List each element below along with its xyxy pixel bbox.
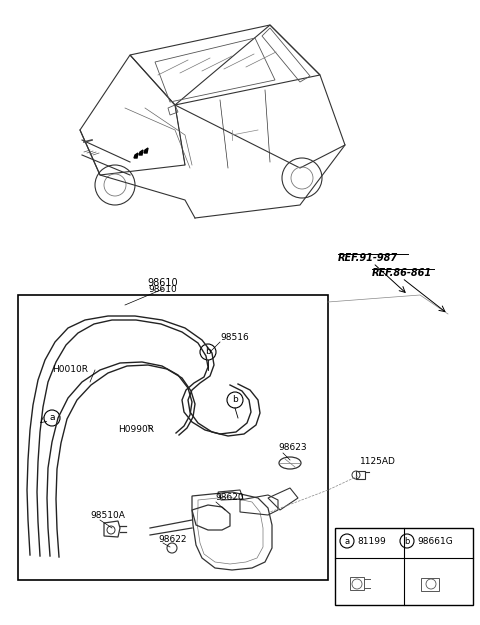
Text: 98620: 98620 <box>215 494 244 502</box>
Bar <box>335 528 473 605</box>
Text: 98516: 98516 <box>220 334 249 342</box>
Text: REF.86-861: REF.86-861 <box>372 268 432 278</box>
Text: 98661G: 98661G <box>417 536 453 546</box>
Text: 98510A: 98510A <box>90 511 125 521</box>
Text: 1125AD: 1125AD <box>360 458 396 466</box>
Polygon shape <box>134 153 138 158</box>
Text: b: b <box>404 536 410 546</box>
Text: 98610: 98610 <box>148 278 178 288</box>
Text: H0990R: H0990R <box>118 426 154 434</box>
Text: 81199: 81199 <box>357 536 386 546</box>
Text: 98622: 98622 <box>158 536 187 544</box>
Text: 98610: 98610 <box>149 286 178 294</box>
Text: H0010R: H0010R <box>52 366 88 374</box>
Polygon shape <box>144 148 148 153</box>
Text: a: a <box>49 414 55 422</box>
Bar <box>18 295 328 580</box>
Text: REF.91-987: REF.91-987 <box>338 253 398 263</box>
Text: b: b <box>232 396 238 404</box>
Polygon shape <box>139 150 143 155</box>
Text: 98623: 98623 <box>278 442 307 451</box>
Text: a: a <box>345 536 349 546</box>
Text: b: b <box>205 348 211 356</box>
